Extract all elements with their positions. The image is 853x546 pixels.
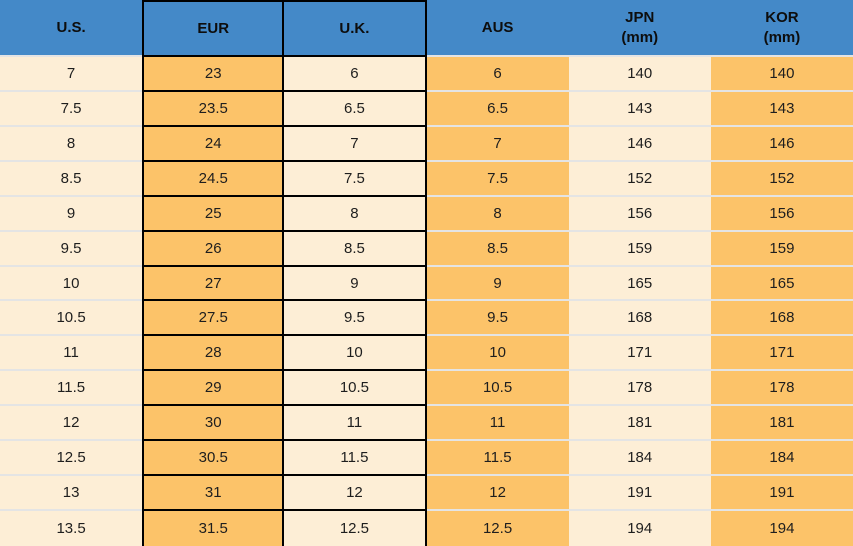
cell-aus: 12 xyxy=(426,476,569,512)
cell-uk: 9 xyxy=(284,266,427,302)
cell-us: 8 xyxy=(0,126,143,162)
cell-uk: 11.5 xyxy=(284,441,427,477)
cell-us: 9.5 xyxy=(0,231,143,267)
cell-jpn: 152 xyxy=(568,161,711,197)
cell-aus: 7 xyxy=(426,126,569,162)
cell-eur: 27.5 xyxy=(142,301,285,337)
cell-aus: 10 xyxy=(426,336,569,372)
cell-us: 12 xyxy=(0,406,143,442)
cell-eur: 28 xyxy=(142,336,285,372)
column-header-aus: AUS xyxy=(426,0,569,57)
cell-uk: 9.5 xyxy=(284,301,427,337)
cell-kor: 178 xyxy=(710,371,853,407)
cell-kor: 156 xyxy=(710,196,853,232)
cell-kor: 181 xyxy=(710,406,853,442)
column-header-kor: KOR (mm) xyxy=(710,0,853,57)
cell-kor: 171 xyxy=(710,336,853,372)
cell-us: 13 xyxy=(0,476,143,512)
cell-us: 10.5 xyxy=(0,301,143,337)
cell-uk: 10.5 xyxy=(284,371,427,407)
column-header-label: EUR xyxy=(197,19,230,37)
cell-uk: 8.5 xyxy=(284,231,427,267)
cell-eur: 24 xyxy=(142,126,285,162)
cell-eur: 25 xyxy=(142,196,285,232)
column-header-eur: EUR xyxy=(142,0,285,57)
cell-jpn: 146 xyxy=(568,126,711,162)
cell-jpn: 184 xyxy=(568,441,711,477)
cell-eur: 31 xyxy=(142,476,285,512)
cell-jpn: 181 xyxy=(568,406,711,442)
cell-eur: 29 xyxy=(142,371,285,407)
cell-kor: 168 xyxy=(710,301,853,337)
cell-eur: 24.5 xyxy=(142,161,285,197)
cell-jpn: 140 xyxy=(568,57,711,92)
cell-uk: 10 xyxy=(284,336,427,372)
column-header-us: U.S. xyxy=(0,0,143,57)
cell-jpn: 178 xyxy=(568,371,711,407)
column-header-label: JPN xyxy=(625,8,655,26)
column-header-jpn: JPN (mm) xyxy=(568,0,711,57)
cell-aus: 8 xyxy=(426,196,569,232)
cell-jpn: 156 xyxy=(568,196,711,232)
column-header-sublabel: (mm) xyxy=(763,28,801,46)
column-header-label: U.S. xyxy=(56,18,86,36)
cell-uk: 7 xyxy=(284,126,427,162)
cell-us: 9 xyxy=(0,196,143,232)
cell-us: 13.5 xyxy=(0,511,143,546)
cell-uk: 7.5 xyxy=(284,161,427,197)
cell-jpn: 191 xyxy=(568,476,711,512)
column-header-label: U.K. xyxy=(339,19,370,37)
cell-eur: 30 xyxy=(142,406,285,442)
cell-us: 11.5 xyxy=(0,371,143,407)
column-header-sublabel: (mm) xyxy=(621,28,659,46)
column-header-label: AUS xyxy=(481,18,514,36)
cell-us: 7.5 xyxy=(0,91,143,127)
cell-uk: 6.5 xyxy=(284,91,427,127)
cell-jpn: 171 xyxy=(568,336,711,372)
cell-eur: 26 xyxy=(142,231,285,267)
cell-us: 7 xyxy=(0,57,143,92)
cell-uk: 6 xyxy=(284,57,427,92)
cell-kor: 184 xyxy=(710,441,853,477)
column-header-label: KOR xyxy=(765,8,799,26)
cell-aus: 9.5 xyxy=(426,301,569,337)
cell-kor: 191 xyxy=(710,476,853,512)
cell-aus: 11 xyxy=(426,406,569,442)
cell-eur: 30.5 xyxy=(142,441,285,477)
cell-uk: 8 xyxy=(284,196,427,232)
cell-eur: 23 xyxy=(142,57,285,92)
cell-aus: 6.5 xyxy=(426,91,569,127)
cell-jpn: 194 xyxy=(568,511,711,546)
cell-kor: 194 xyxy=(710,511,853,546)
cell-kor: 143 xyxy=(710,91,853,127)
cell-aus: 10.5 xyxy=(426,371,569,407)
cell-us: 8.5 xyxy=(0,161,143,197)
cell-aus: 9 xyxy=(426,266,569,302)
cell-kor: 140 xyxy=(710,57,853,92)
cell-kor: 159 xyxy=(710,231,853,267)
cell-aus: 7.5 xyxy=(426,161,569,197)
cell-eur: 31.5 xyxy=(142,511,285,546)
cell-eur: 27 xyxy=(142,266,285,302)
cell-jpn: 165 xyxy=(568,266,711,302)
cell-aus: 11.5 xyxy=(426,441,569,477)
cell-uk: 12 xyxy=(284,476,427,512)
column-header-uk: U.K. xyxy=(284,0,427,57)
cell-aus: 6 xyxy=(426,57,569,92)
cell-us: 10 xyxy=(0,266,143,302)
cell-us: 12.5 xyxy=(0,441,143,477)
cell-aus: 8.5 xyxy=(426,231,569,267)
cell-kor: 146 xyxy=(710,126,853,162)
cell-aus: 12.5 xyxy=(426,511,569,546)
cell-jpn: 143 xyxy=(568,91,711,127)
cell-uk: 12.5 xyxy=(284,511,427,546)
cell-kor: 152 xyxy=(710,161,853,197)
cell-jpn: 159 xyxy=(568,231,711,267)
cell-us: 11 xyxy=(0,336,143,372)
cell-kor: 165 xyxy=(710,266,853,302)
cell-uk: 11 xyxy=(284,406,427,442)
cell-eur: 23.5 xyxy=(142,91,285,127)
cell-jpn: 168 xyxy=(568,301,711,337)
